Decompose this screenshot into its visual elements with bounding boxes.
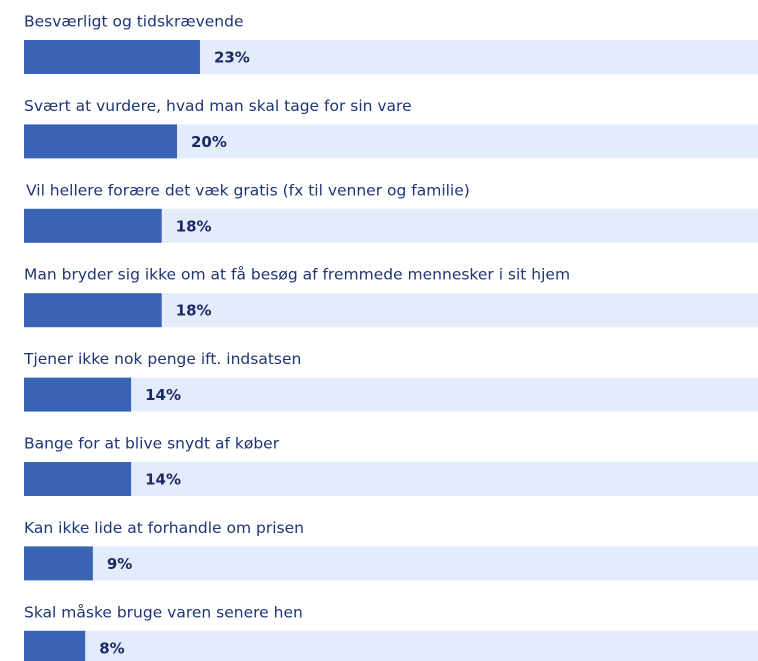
bar — [24, 462, 132, 496]
category-label: Skal måske bruge varen senere hen — [24, 603, 303, 621]
category-label: Svært at vurdere, hvad man skal tage for… — [24, 97, 412, 115]
bar — [24, 377, 132, 412]
bar — [24, 208, 162, 243]
bar-track — [24, 377, 758, 412]
category-label: Besværligt og tidskrævende — [24, 13, 244, 31]
bar — [24, 40, 200, 74]
value-label: 18% — [176, 302, 212, 320]
value-label: 20% — [191, 133, 227, 151]
category-label: Kan ikke lide at forhandle om prisen — [24, 519, 304, 537]
value-label: 18% — [176, 217, 212, 235]
bar — [24, 546, 93, 581]
value-label: 14% — [145, 471, 181, 489]
category-label: Vil hellere forære det væk gratis (fx ti… — [26, 181, 470, 199]
category-label: Man bryder sig ikke om at få besøg af fr… — [24, 266, 570, 284]
category-label: Bange for at blive snydt af køber — [24, 435, 280, 453]
category-label: Tjener ikke nok penge ift. indsatsen — [23, 350, 301, 368]
bar — [24, 630, 86, 661]
bar-track — [24, 462, 758, 496]
value-label: 8% — [99, 639, 124, 657]
bar-track — [24, 546, 758, 581]
value-label: 14% — [145, 386, 181, 404]
bar-track — [24, 630, 758, 661]
value-label: 9% — [107, 555, 132, 573]
value-label: 23% — [214, 49, 250, 67]
bar — [24, 293, 162, 328]
bar — [24, 124, 177, 159]
